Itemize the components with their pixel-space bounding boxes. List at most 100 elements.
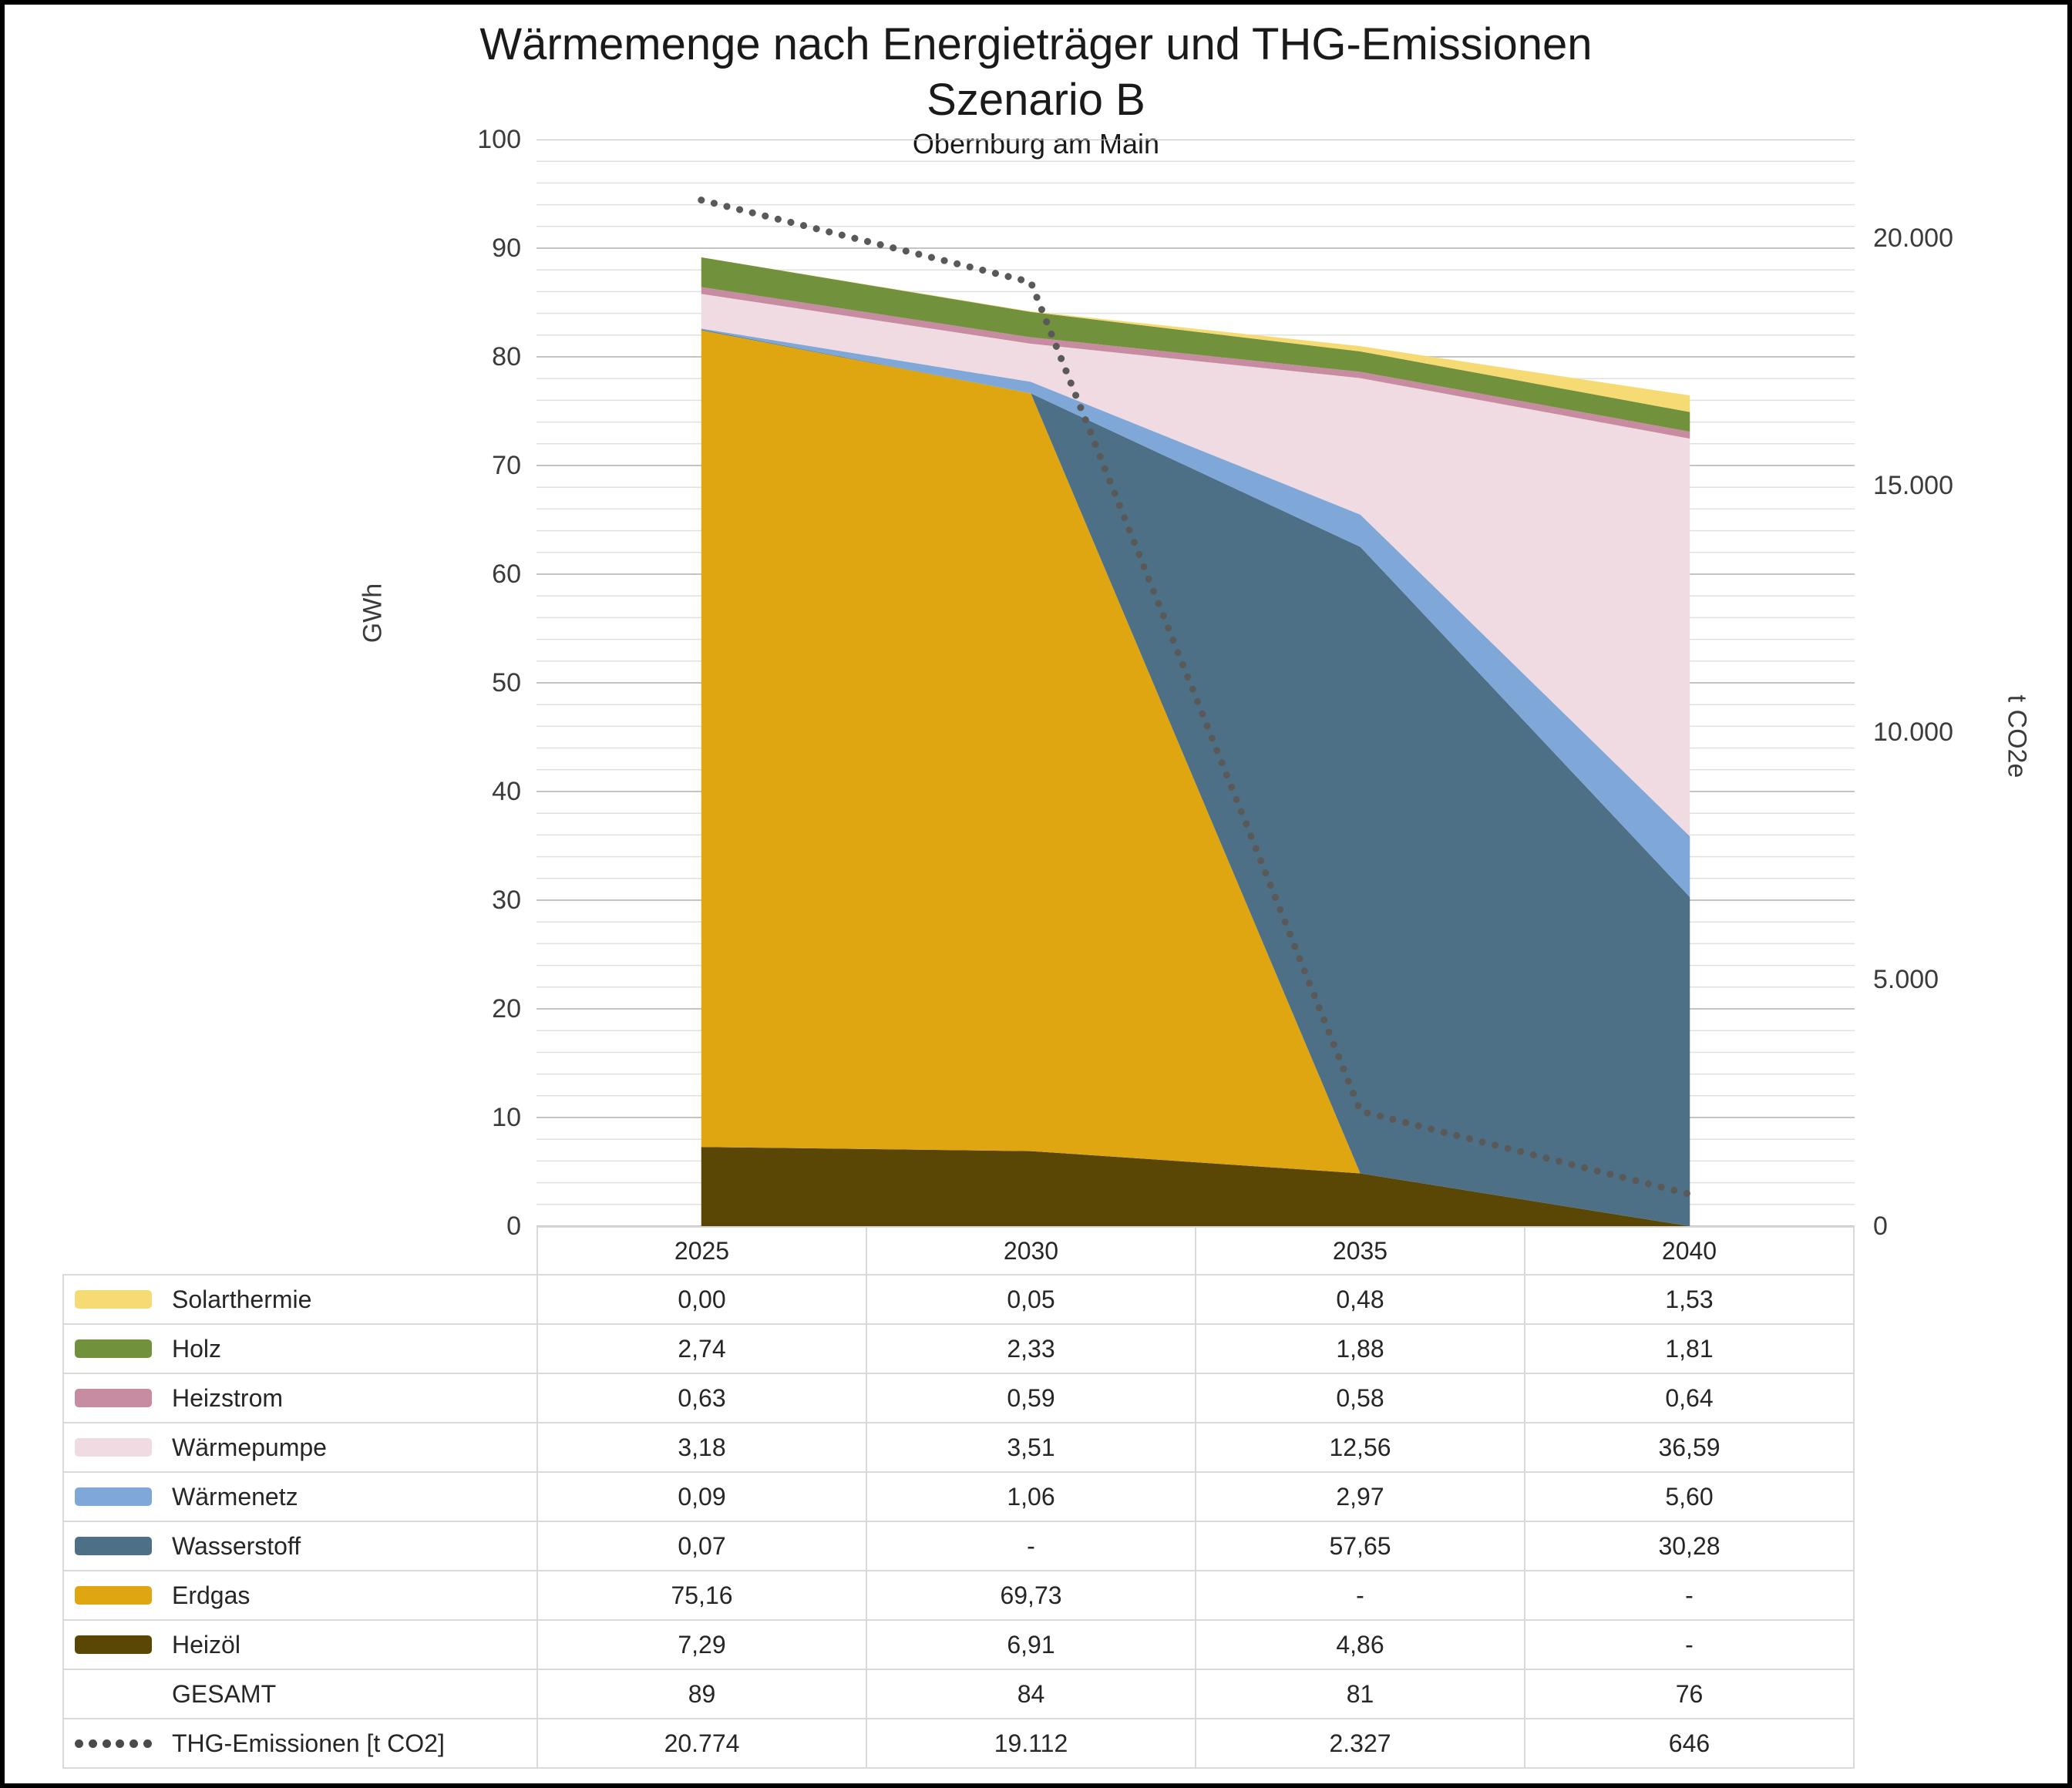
- waermepumpe-color-swatch: [75, 1438, 152, 1457]
- value-cell-gesamt: 84: [867, 1670, 1196, 1719]
- legend-cell-waermepumpe: Wärmepumpe: [64, 1423, 538, 1473]
- left-axis-tick-label: 0: [506, 1212, 521, 1241]
- value-cell-thg: 2.327: [1196, 1719, 1525, 1769]
- value-cell-gesamt: 89: [538, 1670, 867, 1719]
- row-label-waermenetz: Wärmenetz: [172, 1482, 298, 1511]
- value-cell-waermenetz: 2,97: [1196, 1473, 1525, 1522]
- legend-cell-wasserstoff: Wasserstoff: [64, 1522, 538, 1571]
- area-heizstrom: [701, 287, 1690, 439]
- row-label-wasserstoff: Wasserstoff: [172, 1531, 301, 1560]
- chart-title: Wärmemenge nach Energieträger und THG-Em…: [479, 19, 1593, 69]
- value-cell-heizstrom: 0,64: [1525, 1374, 1855, 1423]
- value-cell-wasserstoff: 0,07: [538, 1522, 867, 1571]
- value-cell-heizoel: 4,86: [1196, 1621, 1525, 1670]
- value-cell-waermepumpe: 36,59: [1525, 1423, 1855, 1473]
- right-axis-tick-label: 0: [1873, 1212, 1888, 1241]
- left-axis-tick-label: 50: [492, 668, 521, 697]
- value-cell-heizoel: 7,29: [538, 1621, 867, 1670]
- solarthermie-color-swatch: [75, 1290, 152, 1309]
- legend-cell-gesamt: GESAMT: [64, 1670, 538, 1719]
- value-cell-waermenetz: 0,09: [538, 1473, 867, 1522]
- value-cell-waermepumpe: 3,18: [538, 1423, 867, 1473]
- value-cell-solarthermie: 0,00: [538, 1275, 867, 1325]
- value-cell-solarthermie: 0,05: [867, 1275, 1196, 1325]
- area-erdgas: [701, 330, 1690, 1226]
- value-cell-thg: 20.774: [538, 1719, 867, 1769]
- value-cell-erdgas: -: [1196, 1571, 1525, 1621]
- chart-title-scenario: Szenario B: [927, 75, 1145, 125]
- thg-dotted-line-swatch: [75, 1734, 152, 1753]
- value-cell-heizstrom: 0,58: [1196, 1374, 1525, 1423]
- left-axis-tick-label: 70: [492, 451, 521, 480]
- left-axis-title: GWh: [358, 583, 388, 644]
- left-axis-tick-label: 20: [492, 994, 521, 1023]
- value-cell-holz: 1,81: [1525, 1325, 1855, 1374]
- left-axis-tick-label: 30: [492, 886, 521, 915]
- value-cell-holz: 2,74: [538, 1325, 867, 1374]
- value-cell-solarthermie: 0,48: [1196, 1275, 1525, 1325]
- right-axis-tick-label: 5.000: [1873, 964, 1939, 994]
- x-axis-category-label: 2035: [1196, 1228, 1525, 1274]
- value-cell-erdgas: 69,73: [867, 1571, 1196, 1621]
- row-label-waermepumpe: Wärmepumpe: [172, 1433, 327, 1461]
- value-cell-waermepumpe: 3,51: [867, 1423, 1196, 1473]
- legend-cell-heizoel: Heizöl: [64, 1621, 538, 1670]
- value-cell-thg: 646: [1525, 1719, 1855, 1769]
- waermenetz-color-swatch: [75, 1487, 152, 1506]
- value-cell-heizoel: 6,91: [867, 1621, 1196, 1670]
- value-cell-solarthermie: 1,53: [1525, 1275, 1855, 1325]
- row-label-erdgas: Erdgas: [172, 1581, 251, 1609]
- wasserstoff-color-swatch: [75, 1537, 152, 1555]
- chart-subtitle: Obernburg am Main: [912, 128, 1160, 160]
- left-axis-tick-label: 60: [492, 560, 521, 589]
- row-label-heizoel: Heizöl: [172, 1630, 240, 1659]
- area-heizoel: [701, 1147, 1690, 1226]
- value-cell-erdgas: 75,16: [538, 1571, 867, 1621]
- erdgas-color-swatch: [75, 1586, 152, 1605]
- value-cell-heizstrom: 0,63: [538, 1374, 867, 1423]
- value-cell-waermenetz: 5,60: [1525, 1473, 1855, 1522]
- row-label-solarthermie: Solarthermie: [172, 1285, 312, 1313]
- x-axis-category-label: 2030: [867, 1228, 1196, 1274]
- swatch-spacer: [75, 1685, 152, 1703]
- thg-emissions-line: [698, 197, 1694, 1198]
- heizoel-color-swatch: [75, 1635, 152, 1654]
- legend-cell-waermenetz: Wärmenetz: [64, 1473, 538, 1522]
- value-cell-heizstrom: 0,59: [867, 1374, 1196, 1423]
- row-label-thg: THG-Emissionen [t CO2]: [172, 1729, 445, 1757]
- left-axis-tick-label: 100: [477, 125, 521, 154]
- row-label-heizstrom: Heizstrom: [172, 1383, 284, 1412]
- legend-cell-solarthermie: Solarthermie: [64, 1275, 538, 1325]
- left-axis-tick-label: 80: [492, 342, 521, 371]
- value-cell-heizoel: -: [1525, 1621, 1855, 1670]
- area-wasserstoff: [701, 329, 1690, 1226]
- row-label-holz: Holz: [172, 1334, 222, 1363]
- value-cell-waermenetz: 1,06: [867, 1473, 1196, 1522]
- legend-cell-thg: THG-Emissionen [t CO2]: [64, 1719, 538, 1769]
- value-cell-erdgas: -: [1525, 1571, 1855, 1621]
- value-cell-wasserstoff: -: [867, 1522, 1196, 1571]
- right-axis-tick-label: 20.000: [1873, 224, 1953, 254]
- right-axis-tick-label: 10.000: [1873, 718, 1953, 748]
- value-cell-thg: 19.112: [867, 1719, 1196, 1769]
- legend-cell-heizstrom: Heizstrom: [64, 1374, 538, 1423]
- area-holz: [701, 257, 1690, 432]
- legend-cell-holz: Holz: [64, 1325, 538, 1374]
- left-axis-tick-label: 10: [492, 1103, 521, 1132]
- value-cell-gesamt: 81: [1196, 1670, 1525, 1719]
- x-axis-category-row: 2025 2030 2035 2040: [536, 1226, 1855, 1274]
- left-axis-tick-label: 40: [492, 777, 521, 806]
- value-cell-wasserstoff: 57,65: [1196, 1522, 1525, 1571]
- holz-color-swatch: [75, 1339, 152, 1358]
- left-axis-tick-label: 90: [492, 234, 521, 263]
- x-axis-category-label: 2025: [538, 1228, 867, 1274]
- area-waermepumpe: [701, 294, 1690, 837]
- value-cell-gesamt: 76: [1525, 1670, 1855, 1719]
- row-label-gesamt: GESAMT: [172, 1679, 277, 1708]
- value-cell-waermepumpe: 12,56: [1196, 1423, 1525, 1473]
- right-axis-tick-label: 15.000: [1873, 470, 1953, 500]
- x-axis-category-label: 2040: [1525, 1228, 1855, 1274]
- legend-cell-erdgas: Erdgas: [64, 1571, 538, 1621]
- legend-data-table: Solarthermie 0,00 0,05 0,48 1,53 Holz 2,74 2,33…: [62, 1274, 1855, 1769]
